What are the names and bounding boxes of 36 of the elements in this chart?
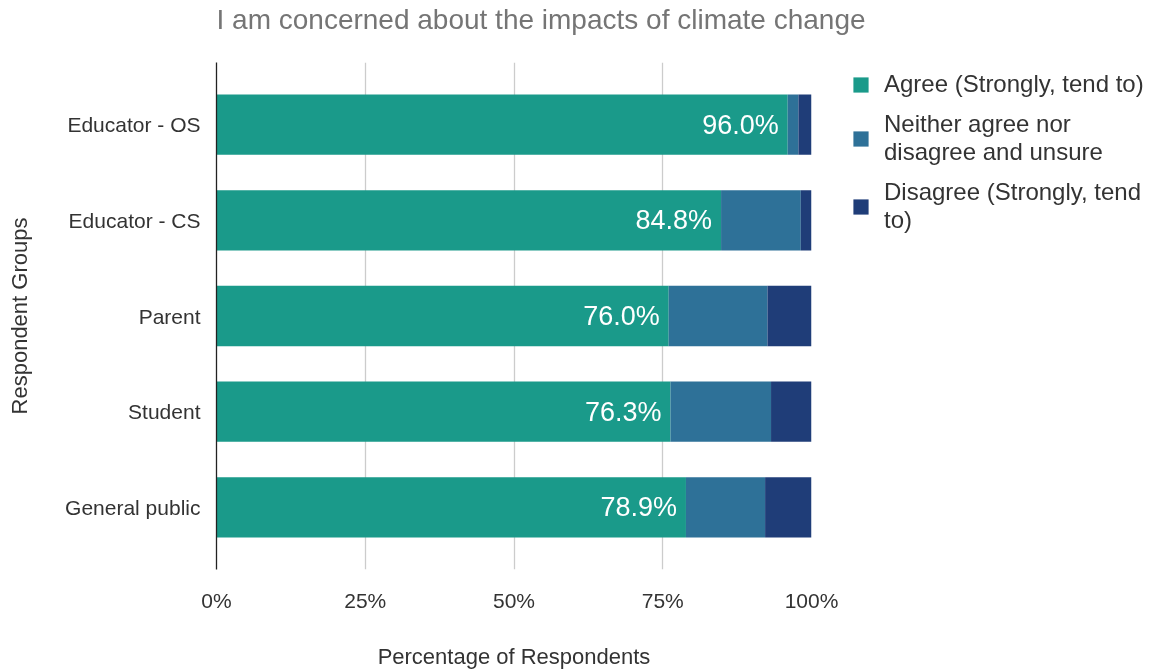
x-axis-title: Percentage of Respondents [377, 643, 651, 669]
data-label: 76.0% [583, 301, 660, 331]
bar [216, 381, 671, 442]
legend-label: Disagree (Strongly, tend to) [884, 178, 1142, 234]
bar [800, 190, 812, 251]
y-tick-label: Parent [138, 304, 201, 328]
legend-label: Neither agree nor disagree and unsure [884, 110, 1103, 166]
y-axis-title: Respondent Groups [7, 217, 33, 415]
data-label: 78.9% [600, 492, 677, 523]
bar [765, 477, 812, 538]
chart-title: I am concerned about the impacts of climate change [216, 3, 866, 35]
bar [767, 285, 812, 347]
x-tick-label: 75% [641, 588, 684, 612]
y-tick-label: Educator - CS [68, 208, 201, 232]
bar [771, 381, 812, 442]
y-tick-label: General public [65, 495, 201, 519]
legend-label: Agree (Strongly, tend to) [884, 70, 1144, 98]
x-tick-label: 100% [784, 588, 839, 612]
data-label: 96.0% [702, 109, 779, 140]
y-tick-label: Student [128, 400, 201, 424]
bar [668, 285, 768, 347]
bar [216, 94, 788, 155]
x-tick-label: 25% [344, 588, 387, 612]
bar [216, 285, 669, 347]
data-label: 76.3% [584, 396, 662, 427]
x-tick-label: 50% [492, 588, 536, 612]
bar [798, 94, 812, 155]
bar [721, 190, 801, 251]
bar [216, 190, 722, 251]
bar [787, 94, 799, 155]
bar [670, 381, 772, 442]
y-tick-label: Educator - OS [67, 113, 201, 137]
x-tick-label: 0% [201, 588, 232, 612]
bar [685, 477, 766, 538]
bar [216, 477, 686, 538]
data-label: 84.8% [635, 205, 713, 236]
